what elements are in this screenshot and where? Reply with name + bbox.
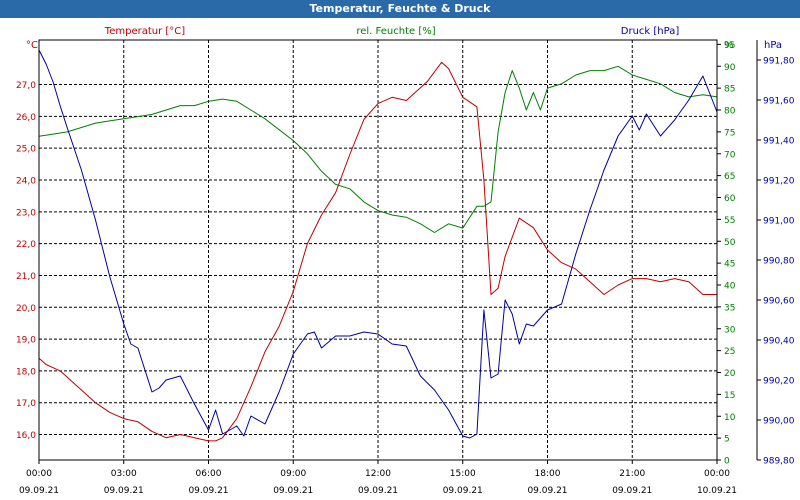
humidity-unit-label: % [724,40,734,51]
humidity-tick-label: 95 [724,41,735,51]
humidity-tick-label: 65 [724,172,735,182]
x-tick-date: 09.09.21 [358,486,398,496]
humidity-tick-label: 15 [724,391,735,401]
x-tick-time: 12:00 [365,469,391,479]
pressure-unit-label: hPa [764,40,782,51]
x-tick-date: 10.09.21 [697,486,737,496]
temperature-unit-label: °C [26,40,38,51]
temperature-tick-label: 21,0 [16,272,36,282]
humidity-tick-label: 75 [724,128,735,138]
chart-title: Temperatur, Feuchte & Druck [0,0,800,18]
grid [39,40,717,460]
plot-frame [38,39,718,461]
pressure-tick-label: 989,80 [763,457,795,467]
series-lines [38,49,718,442]
humidity-tick-label: 10 [724,413,736,423]
pressure-tick-label: 991,00 [763,217,795,227]
humidity-series-line [38,65,718,233]
temperature-tick-label: 26,0 [16,113,36,123]
humidity-tick-label: 55 [724,216,735,226]
humidity-tick-label: 85 [724,85,735,95]
temperature-axis-label: Temperatur [°C] [104,26,185,37]
pressure-tick-label: 991,40 [763,137,795,147]
temperature-tick-label: 25,0 [16,145,36,155]
x-tick-date: 09.09.21 [273,486,313,496]
x-tick-date: 09.09.21 [188,486,228,496]
temperature-tick-label: 22,0 [16,240,36,250]
x-tick-date: 09.09.21 [443,486,483,496]
humidity-tick-label: 35 [724,303,735,313]
temperature-tick-label: 27,0 [16,81,36,91]
x-tick-date: 09.09.21 [612,486,652,496]
x-tick-time: 03:00 [111,469,137,479]
humidity-axis-label: rel. Feuchte [%] [356,26,435,37]
x-tick-time: 09:00 [280,469,306,479]
humidity-tick-label: 0 [724,457,730,467]
temperature-tick-label: 18,0 [16,367,36,377]
pressure-series-line [38,49,718,439]
x-tick-time: 00:00 [26,469,52,479]
tick-labels: 00:00 09.09.21 03:00 09.09.21 06:00 09.09.21 0… [16,40,795,496]
humidity-tick-label: 30 [724,325,736,335]
x-tick-date: 09.09.21 [527,486,567,496]
humidity-tick-label: 5 [724,435,730,445]
humidity-tick-label: 60 [724,194,736,204]
pressure-tick-label: 990,80 [763,257,795,267]
humidity-tick-label: 50 [724,238,736,248]
pressure-tick-label: 990,20 [763,377,795,387]
temperature-tick-label: 19,0 [16,336,36,346]
humidity-tick-label: 45 [724,260,735,270]
humidity-tick-label: 90 [724,63,736,73]
humidity-tick-label: 70 [724,150,736,160]
x-tick-time: 00:00 [704,469,730,479]
pressure-tick-label: 990,40 [763,337,795,347]
x-tick-time: 21:00 [619,469,645,479]
humidity-tick-label: 20 [724,369,736,379]
x-tick-time: 15:00 [450,469,476,479]
pressure-tick-label: 990,00 [763,417,795,427]
axis-labels: Temperatur [°C] rel. Feuchte [%] Druck [… [26,26,782,51]
pressure-tick-label: 991,80 [763,57,795,67]
humidity-tick-label: 25 [724,347,735,357]
humidity-tick-label: 40 [724,282,736,292]
temperature-tick-label: 20,0 [16,304,36,314]
pressure-tick-label: 990,60 [763,297,795,307]
x-tick-time: 06:00 [196,469,222,479]
pressure-axis-label: Druck [hPa] [621,26,680,37]
temperature-series-line [38,61,717,442]
x-tick-date: 09.09.21 [104,486,144,496]
pressure-tick-label: 991,20 [763,177,795,187]
pressure-tick-label: 991,60 [763,97,795,107]
temperature-tick-label: 24,0 [16,177,36,187]
x-tick-date: 09.09.21 [19,486,59,496]
temperature-tick-label: 17,0 [16,399,36,409]
humidity-tick-label: 80 [724,107,736,117]
x-tick-time: 18:00 [535,469,561,479]
temperature-tick-label: 23,0 [16,208,36,218]
temperature-tick-label: 16,0 [16,431,36,441]
